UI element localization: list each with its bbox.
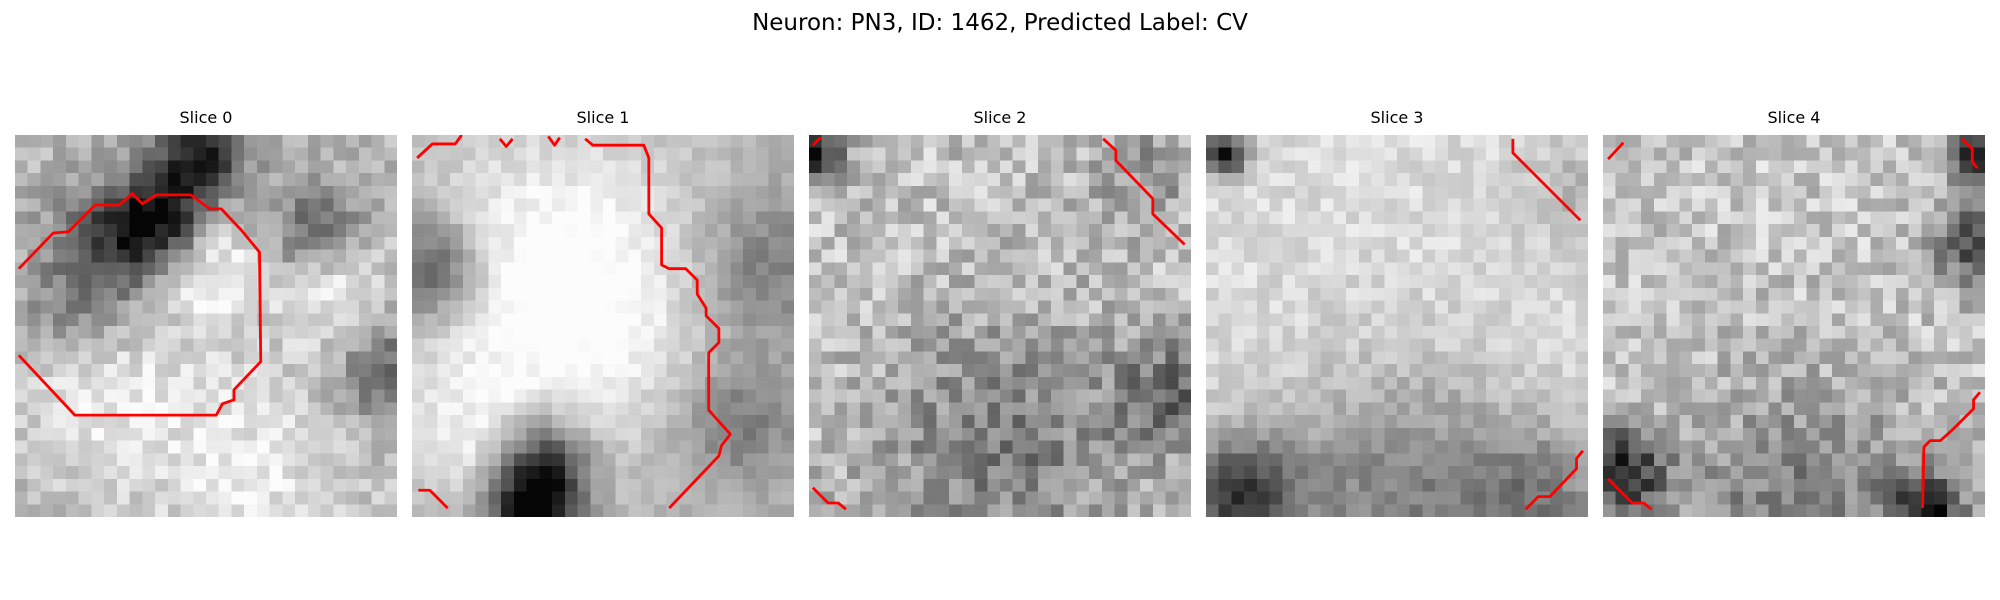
slice-panel-2: Slice 2 (809, 108, 1191, 517)
contour-line (547, 135, 561, 147)
contour-line (416, 135, 463, 159)
contour-line (1607, 141, 1625, 161)
slice-image-2 (809, 135, 1191, 517)
contour-line (811, 136, 822, 147)
slice-panel-3: Slice 3 (1206, 108, 1588, 517)
figure-title: Neuron: PN3, ID: 1462, Predicted Label: … (752, 10, 1248, 36)
slice-image-4 (1603, 135, 1985, 517)
contour-line (498, 137, 514, 148)
slice-image-0 (15, 135, 397, 517)
slice-title-3: Slice 3 (1370, 108, 1424, 127)
contour-line (418, 488, 449, 510)
contour-line (1102, 137, 1186, 246)
slice-image-1 (412, 135, 794, 517)
slice-panel-4: Slice 4 (1603, 108, 1985, 517)
contour-line (811, 486, 847, 511)
contour-line (17, 192, 263, 417)
contour-line (1961, 137, 1979, 169)
contour-line (1607, 477, 1653, 511)
contour-line (1524, 449, 1584, 511)
slice-panel-0: Slice 0 (15, 108, 397, 517)
slice-title-0: Slice 0 (179, 108, 233, 127)
slice-title-1: Slice 1 (576, 108, 630, 127)
slice-title-4: Slice 4 (1767, 108, 1821, 127)
contour-line (1511, 138, 1582, 222)
contour-line (1921, 391, 1981, 509)
slice-panel-1: Slice 1 (412, 108, 794, 517)
slice-title-2: Slice 2 (973, 108, 1027, 127)
contour-line (584, 137, 732, 510)
slice-image-3 (1206, 135, 1588, 517)
